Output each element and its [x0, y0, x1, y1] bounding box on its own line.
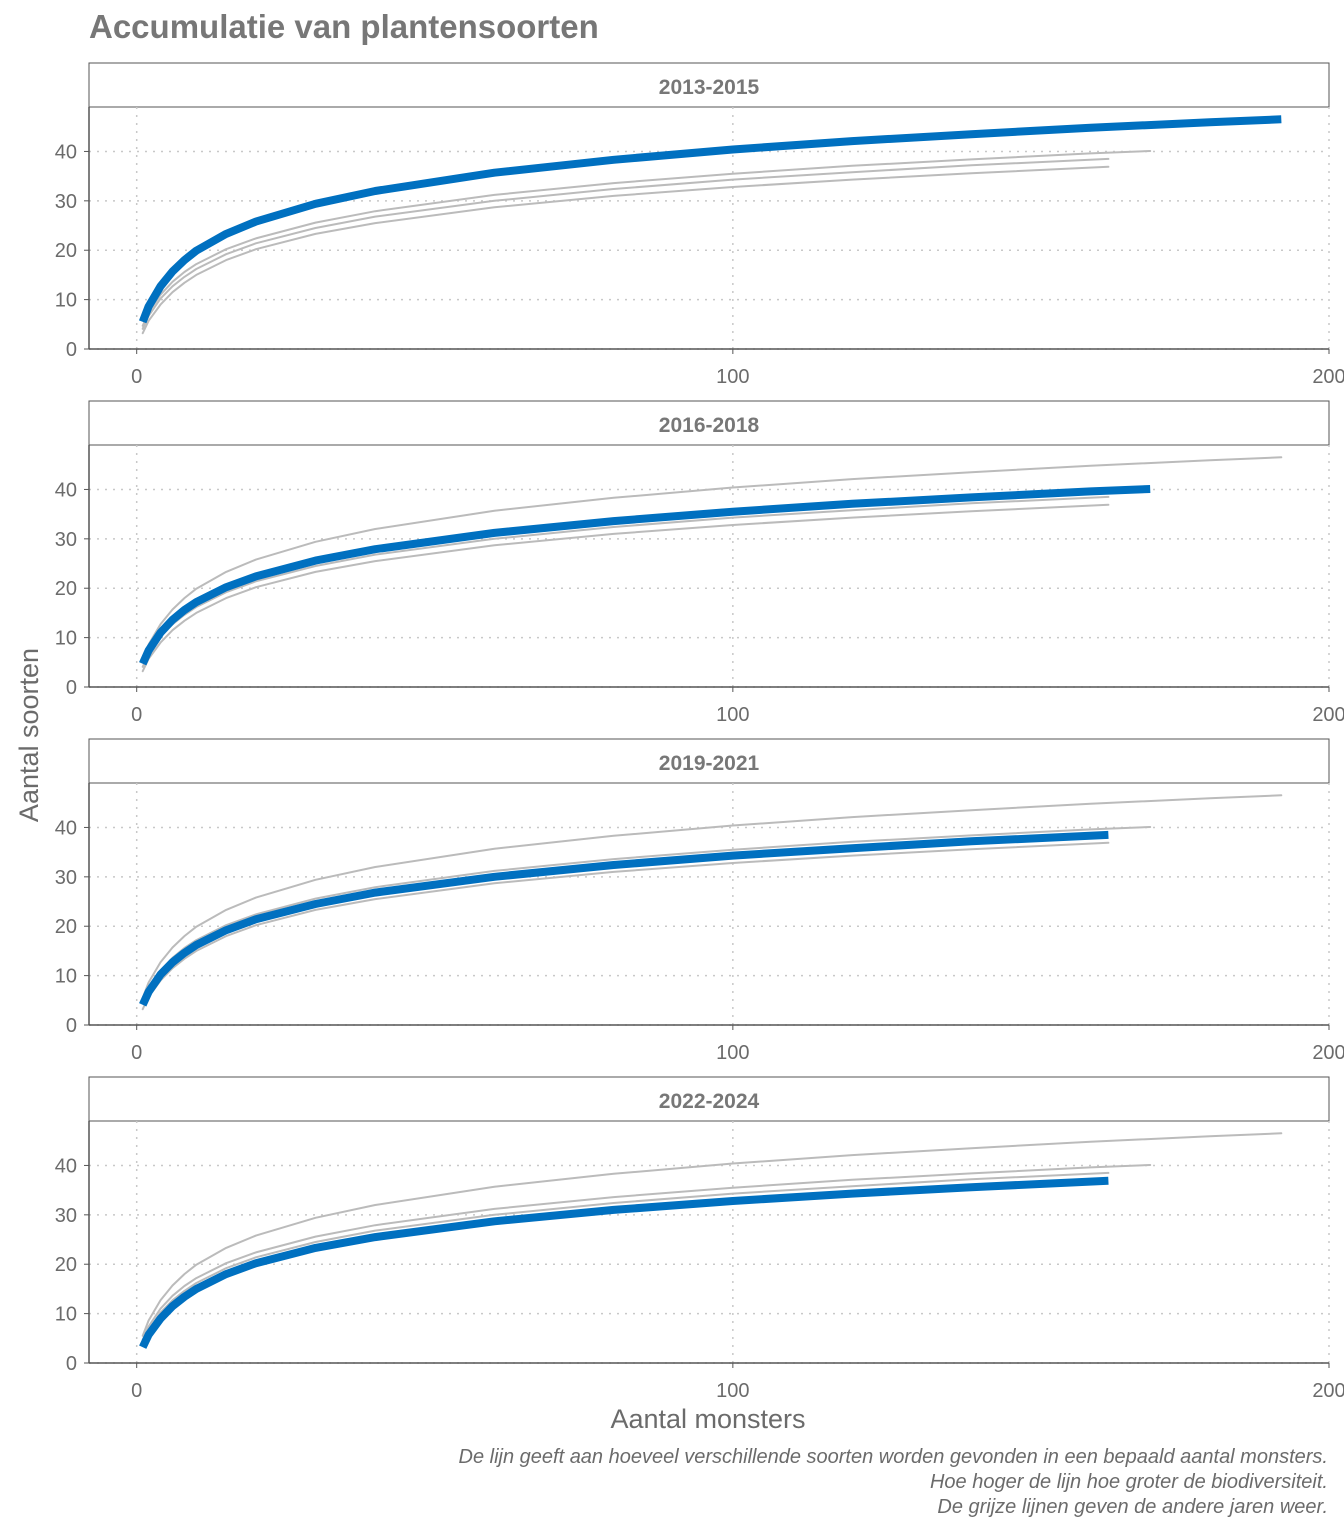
y-tick-label: 0 [66, 1015, 77, 1037]
x-axis-title: Aantal monsters [610, 1404, 805, 1434]
y-tick-label: 0 [66, 339, 77, 361]
y-tick-label: 20 [55, 240, 77, 262]
caption-line-1: De lijn geeft aan hoeveel verschillende … [458, 1446, 1328, 1468]
y-tick-label: 10 [55, 290, 77, 312]
series-line-2013-2015 [141, 456, 1283, 661]
facet-strip-label: 2016-2018 [659, 414, 760, 437]
series-line-2019-2021 [141, 1171, 1110, 1344]
series-line-2016-2018 [141, 1164, 1152, 1341]
x-tick-label: 0 [131, 366, 142, 388]
series-line-2022-2024-highlight [139, 1176, 1109, 1349]
facet-strip [88, 738, 1330, 784]
series-line-2019-2021 [141, 157, 1110, 330]
series-line-2013-2015 [141, 794, 1283, 999]
y-tick-label: 10 [55, 628, 77, 650]
series-line-2016-2018-highlight [139, 485, 1151, 666]
y-tick-label: 20 [55, 1254, 77, 1276]
facet-strip-label: 2019-2021 [659, 752, 760, 775]
x-tick-label: 200 [1312, 1042, 1344, 1064]
chart-title: Accumulatie van plantensoorten [89, 8, 599, 45]
y-tick-label: 30 [55, 191, 77, 213]
caption-line-2: Hoe hoger de lijn hoe groter de biodiver… [929, 1471, 1328, 1493]
x-tick-label: 100 [716, 366, 749, 388]
facet-strip [88, 62, 1330, 108]
y-axis-title: Aantal soorten [14, 648, 44, 822]
facet-strip [88, 400, 1330, 446]
y-tick-label: 20 [55, 578, 77, 600]
facet-2016-2018: 2016-2018 0 10 20 30 40 0 100 200 [55, 400, 1344, 726]
y-tick-label: 40 [55, 479, 77, 501]
y-tick-label: 20 [55, 916, 77, 938]
x-tick-label: 0 [131, 1380, 142, 1402]
series-line-2022-2024 [141, 165, 1110, 335]
y-tick-label: 40 [55, 1155, 77, 1177]
facet-strip [88, 1076, 1330, 1122]
facet-2022-2024: 2022-2024 0 10 20 30 40 0 100 200 [55, 1076, 1344, 1402]
y-tick-label: 10 [55, 1304, 77, 1326]
x-tick-label: 0 [131, 1042, 142, 1064]
x-tick-label: 100 [716, 1380, 749, 1402]
series-line-2022-2024 [141, 841, 1110, 1011]
facet-2019-2021: 2019-2021 0 10 20 30 40 0 100 200 [55, 738, 1344, 1064]
facet-strip-label: 2022-2024 [659, 1090, 760, 1113]
series-line-2016-2018 [141, 826, 1152, 1003]
series-line-2013-2015-highlight [138, 115, 1282, 324]
y-tick-label: 30 [55, 1205, 77, 1227]
x-tick-label: 200 [1312, 366, 1344, 388]
series-line-2022-2024 [141, 503, 1110, 673]
series-line-2013-2015 [141, 1132, 1283, 1337]
y-tick-label: 40 [55, 141, 77, 163]
facet-strip-label: 2013-2015 [659, 76, 760, 99]
x-tick-label: 100 [716, 704, 749, 726]
x-tick-label: 100 [716, 1042, 749, 1064]
series-line-2019-2021-highlight [139, 830, 1109, 1007]
y-tick-label: 0 [66, 677, 77, 699]
series-line-2016-2018 [141, 150, 1152, 327]
y-tick-label: 40 [55, 817, 77, 839]
x-tick-label: 200 [1312, 1380, 1344, 1402]
facet-2013-2015: 2013-2015 0 10 20 30 40 0 100 200 [55, 62, 1344, 388]
caption-line-3: De grijze lijnen geven de andere jaren w… [937, 1496, 1328, 1518]
x-tick-label: 0 [131, 704, 142, 726]
y-tick-label: 0 [66, 1353, 77, 1375]
y-tick-label: 30 [55, 867, 77, 889]
x-tick-label: 200 [1312, 704, 1344, 726]
y-tick-label: 10 [55, 966, 77, 988]
y-tick-label: 30 [55, 529, 77, 551]
